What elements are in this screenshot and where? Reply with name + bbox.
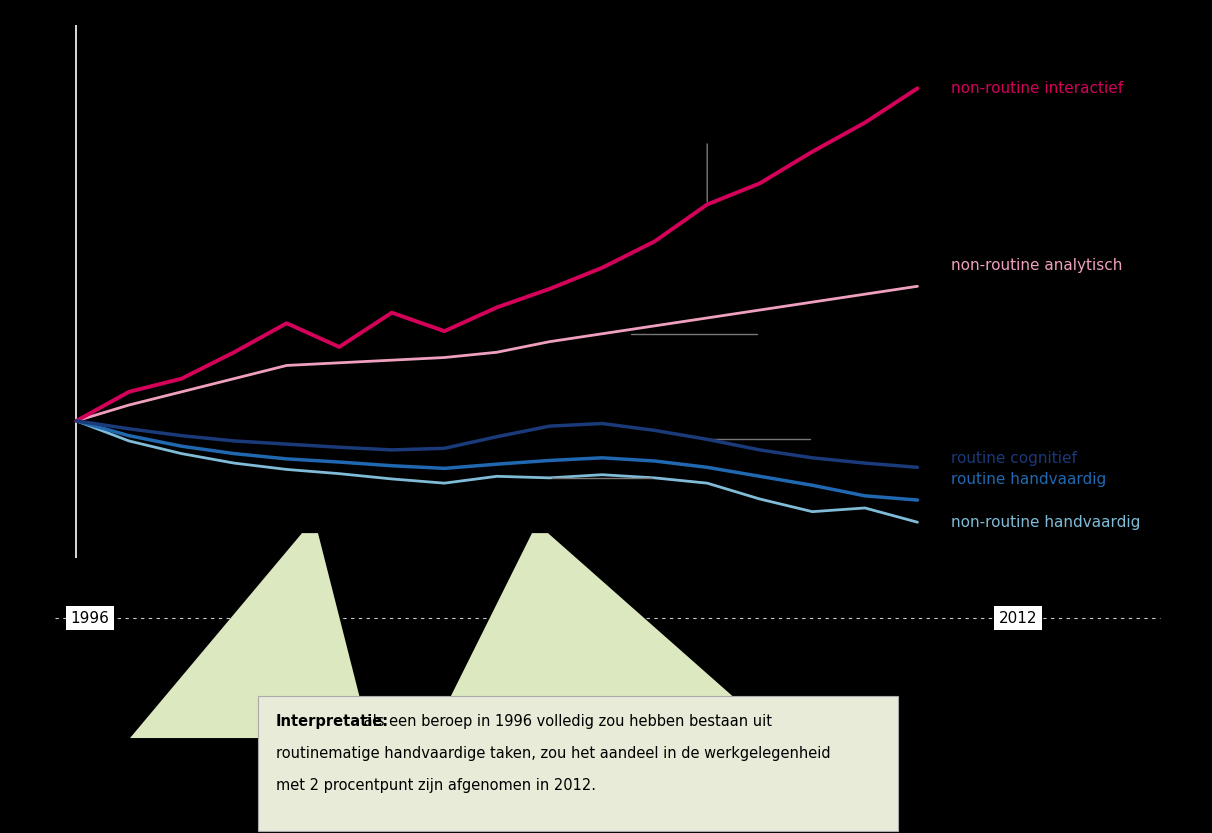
Polygon shape <box>430 533 781 738</box>
Text: 1996: 1996 <box>70 611 109 626</box>
Text: met 2 procentpunt zijn afgenomen in 2012.: met 2 procentpunt zijn afgenomen in 2012… <box>276 778 596 793</box>
FancyBboxPatch shape <box>258 696 898 831</box>
Text: Interpretatie:: Interpretatie: <box>276 714 389 729</box>
Text: 2012: 2012 <box>999 611 1037 626</box>
Text: non-routine interactief: non-routine interactief <box>951 81 1124 96</box>
Text: non-routine handvaardig: non-routine handvaardig <box>951 515 1140 530</box>
Text: als een beroep in 1996 volledig zou hebben bestaan uit: als een beroep in 1996 volledig zou hebb… <box>359 714 772 729</box>
Text: routine handvaardig: routine handvaardig <box>951 471 1107 486</box>
Polygon shape <box>130 533 370 738</box>
Text: routine cognitief: routine cognitief <box>951 451 1077 466</box>
Text: routinematige handvaardige taken, zou het aandeel in de werkgelegenheid: routinematige handvaardige taken, zou he… <box>276 746 830 761</box>
Text: non-routine analytisch: non-routine analytisch <box>951 258 1122 273</box>
